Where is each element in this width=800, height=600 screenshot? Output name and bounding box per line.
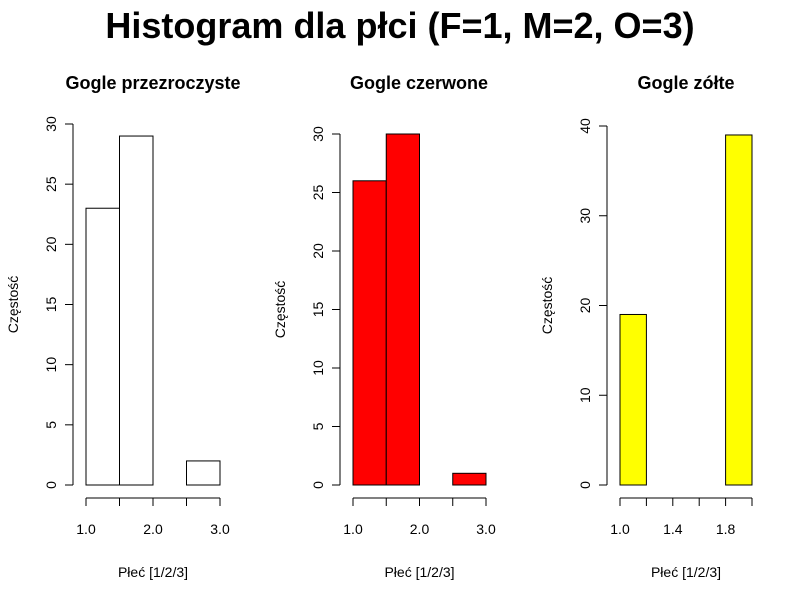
x-tick-label: 3.0 [210,521,230,537]
y-tick-label: 0 [577,481,593,489]
y-tick-label: 20 [43,236,59,252]
y-tick-label: 15 [43,297,59,313]
y-tick-label: 0 [310,481,326,489]
x-tick-label: 1.0 [343,521,363,537]
histogram-panel: Gogle czerwone 1.0 2.0 3.0 0 5 10 15 20 25 30 Płeć … [272,73,496,580]
y-tick-label: 30 [43,116,59,132]
x-tick-label: 2.0 [410,521,430,537]
histogram-panel: Gogle zółte 1.0 1.4 1.8 0 10 20 30 40 Płeć [1/2/3… [539,73,753,580]
x-axis-label: Płeć [1/2/3] [384,564,454,580]
y-axis-label: Częstość [5,276,21,334]
y-tick-label: 30 [577,208,593,224]
x-axis-label: Płeć [1/2/3] [651,564,721,580]
y-tick-label: 15 [310,302,326,318]
y-tick-label: 30 [310,126,326,142]
y-tick-label: 20 [310,243,326,259]
histogram-bar [186,460,221,486]
y-tick-label: 10 [310,360,326,376]
histogram-bar [119,135,154,486]
histogram-bar [85,207,120,486]
histogram-bar [385,133,420,486]
x-tick-label: 1.8 [716,521,736,537]
panel-title: Gogle zółte [637,73,734,93]
y-tick-label: 0 [43,481,59,489]
y-tick-label: 25 [310,185,326,201]
y-axis-label: Częstość [272,281,288,339]
y-tick-label: 40 [577,118,593,134]
histogram-bar [352,180,387,486]
x-tick-label: 1.4 [663,521,683,537]
x-tick-label: 1.0 [610,521,630,537]
panel-title: Gogle czerwone [350,73,488,93]
histogram-bar [452,472,487,486]
y-tick-label: 25 [43,176,59,192]
x-tick-label: 2.0 [143,521,163,537]
y-tick-label: 5 [310,422,326,430]
y-axis-label: Częstość [539,277,555,335]
y-tick-label: 10 [43,357,59,373]
y-tick-label: 10 [577,387,593,403]
y-tick-label: 20 [577,298,593,314]
histogram-panel: Gogle przezroczyste 1.0 2.0 3.0 0 5 10 15 20 25 30… [5,73,241,580]
x-axis-label: Płeć [1/2/3] [118,564,188,580]
x-tick-label: 3.0 [476,521,496,537]
panel-title: Gogle przezroczyste [65,73,240,93]
histogram-bar [725,134,753,486]
histogram-panels: Gogle przezroczyste 1.0 2.0 3.0 0 5 10 15 20 25 30… [5,73,753,580]
figure-title: Histogram dla płci (F=1, M=2, O=3) [105,5,694,46]
x-tick-label: 1.0 [76,521,96,537]
y-tick-label: 5 [43,421,59,429]
histogram-bar [619,313,647,486]
